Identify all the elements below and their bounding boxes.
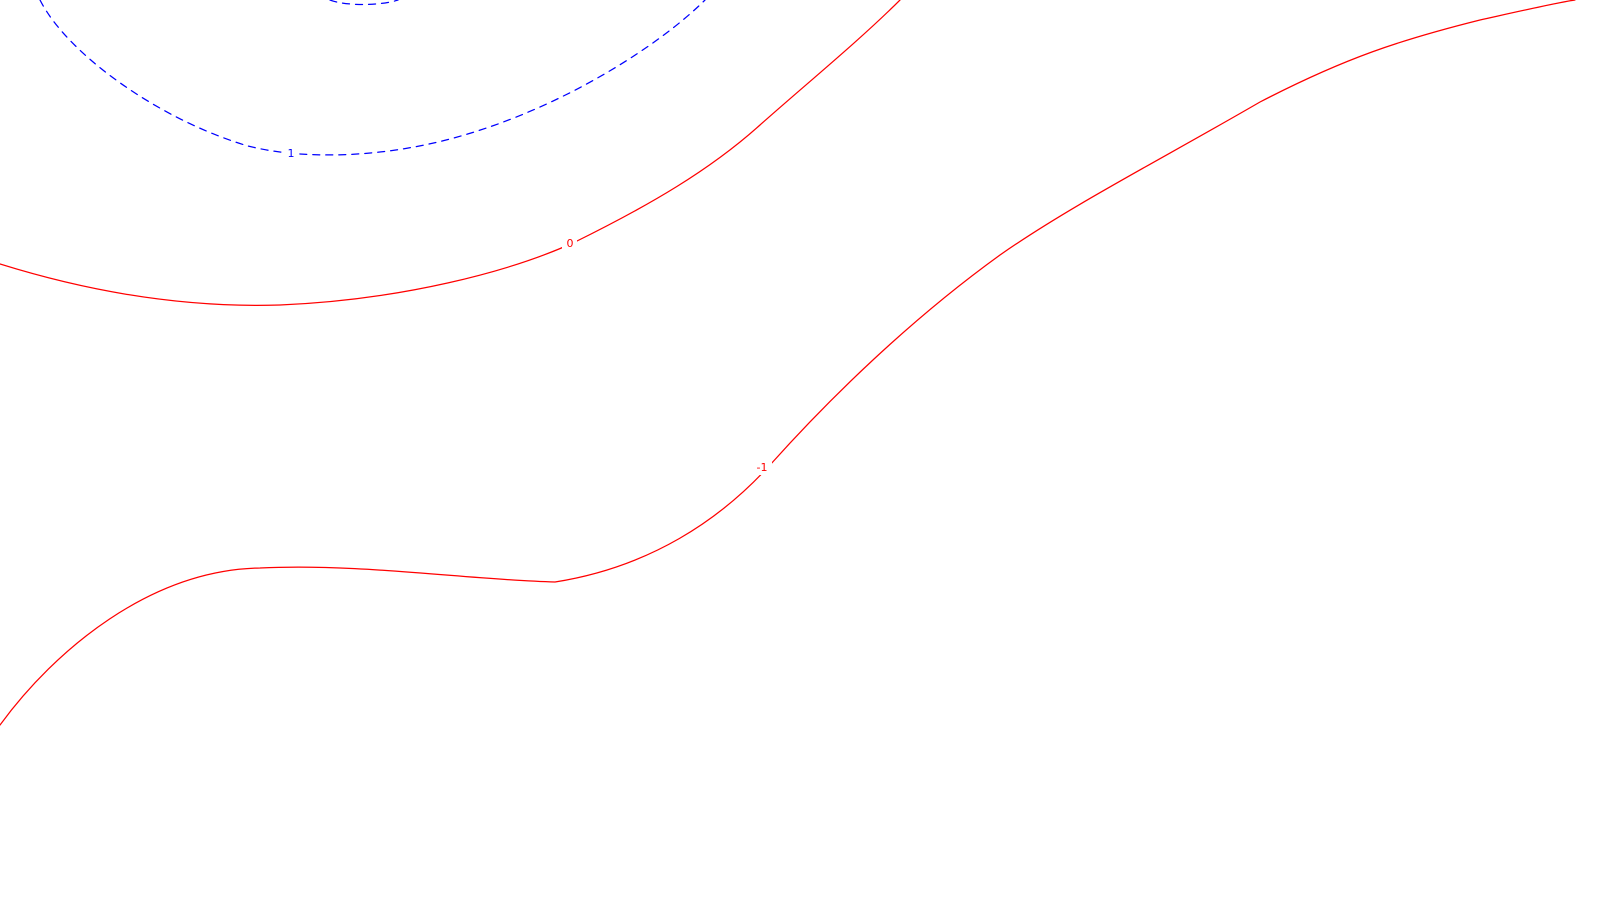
contour-line-level-1 [39, 0, 706, 156]
label-background-level-1 [283, 146, 298, 162]
contour-line-level-1-top-arc [329, 0, 399, 6]
contour-line-level-0 [0, 0, 901, 306]
contour-label-level-minus-1: -1 [757, 461, 768, 474]
contour-label-level-0: 0 [567, 237, 574, 250]
contour-label-level-1: 1 [288, 147, 295, 160]
contour-line-level-minus-1 [0, 0, 1576, 726]
label-background-level-0 [562, 236, 577, 252]
label-background-level-minus-1 [752, 459, 772, 475]
